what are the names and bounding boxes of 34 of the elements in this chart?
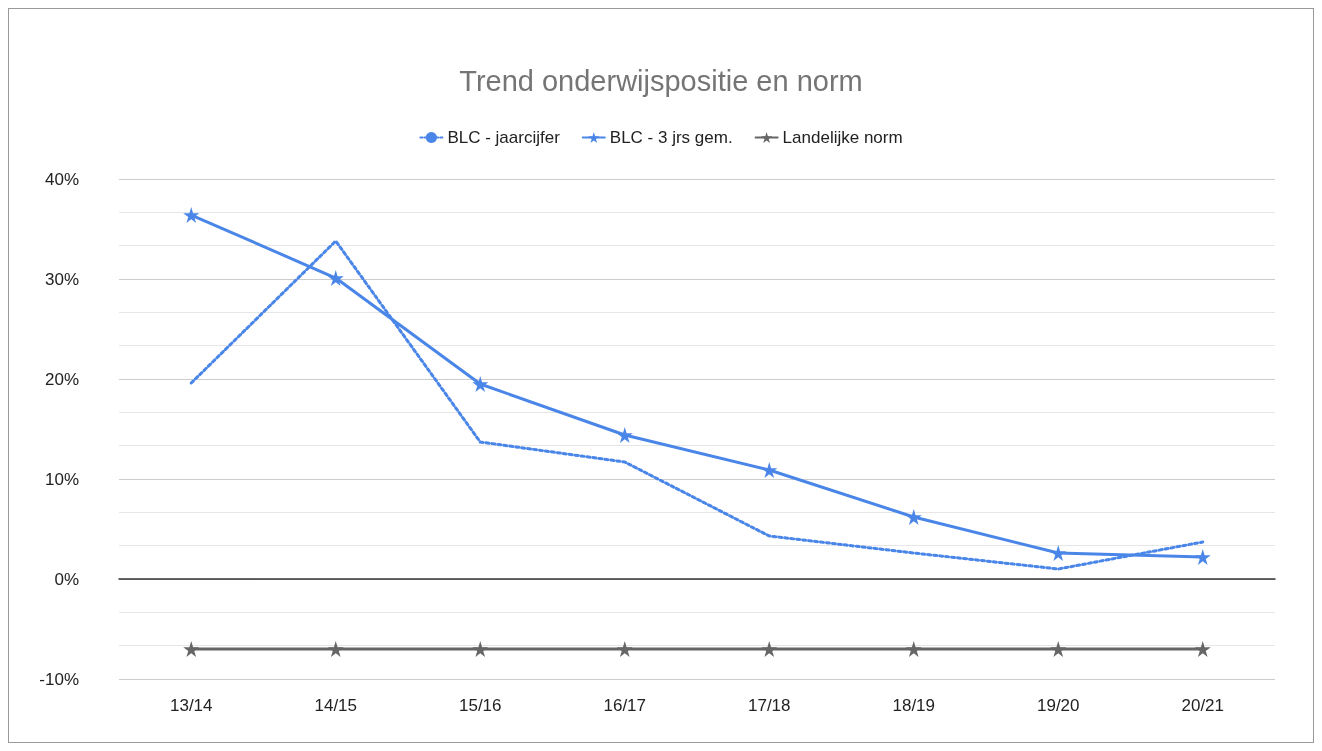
point <box>761 462 778 478</box>
y-tick-label: -10% <box>39 669 79 689</box>
y-tick-label: 40% <box>44 169 79 189</box>
legend-label: BLC - jaarcijfer <box>447 128 561 147</box>
point <box>472 376 489 392</box>
x-tick-label: 18/19 <box>892 696 936 715</box>
point <box>905 641 922 657</box>
x-tick-label: 16/17 <box>603 696 647 715</box>
x-tick-label: 14/15 <box>314 696 358 715</box>
point <box>327 270 344 286</box>
point <box>1194 549 1211 565</box>
point <box>1050 641 1067 657</box>
point <box>183 641 200 657</box>
y-tick-label: 0% <box>54 569 79 589</box>
point <box>616 641 633 657</box>
point <box>183 207 200 223</box>
point <box>472 641 489 657</box>
point <box>905 509 922 525</box>
point <box>761 641 778 657</box>
x-tick-label: 15/16 <box>458 696 502 715</box>
chart-title: Trend onderwijspositie en norm <box>459 64 863 97</box>
point <box>1194 641 1211 657</box>
y-tick-label: 30% <box>44 269 79 289</box>
x-tick-label: 20/21 <box>1181 696 1225 715</box>
x-tick-label: 17/18 <box>747 696 791 715</box>
y-tick-label: 20% <box>44 369 79 389</box>
legend-label: Landelijke norm <box>782 128 903 147</box>
point <box>616 427 633 443</box>
point <box>1050 545 1067 561</box>
x-tick-label: 19/20 <box>1036 696 1080 715</box>
y-tick-label: 10% <box>44 469 79 489</box>
x-tick-label: 13/14 <box>169 696 213 715</box>
point <box>327 641 344 657</box>
legend-label: BLC - 3 jrs gem. <box>609 128 733 147</box>
